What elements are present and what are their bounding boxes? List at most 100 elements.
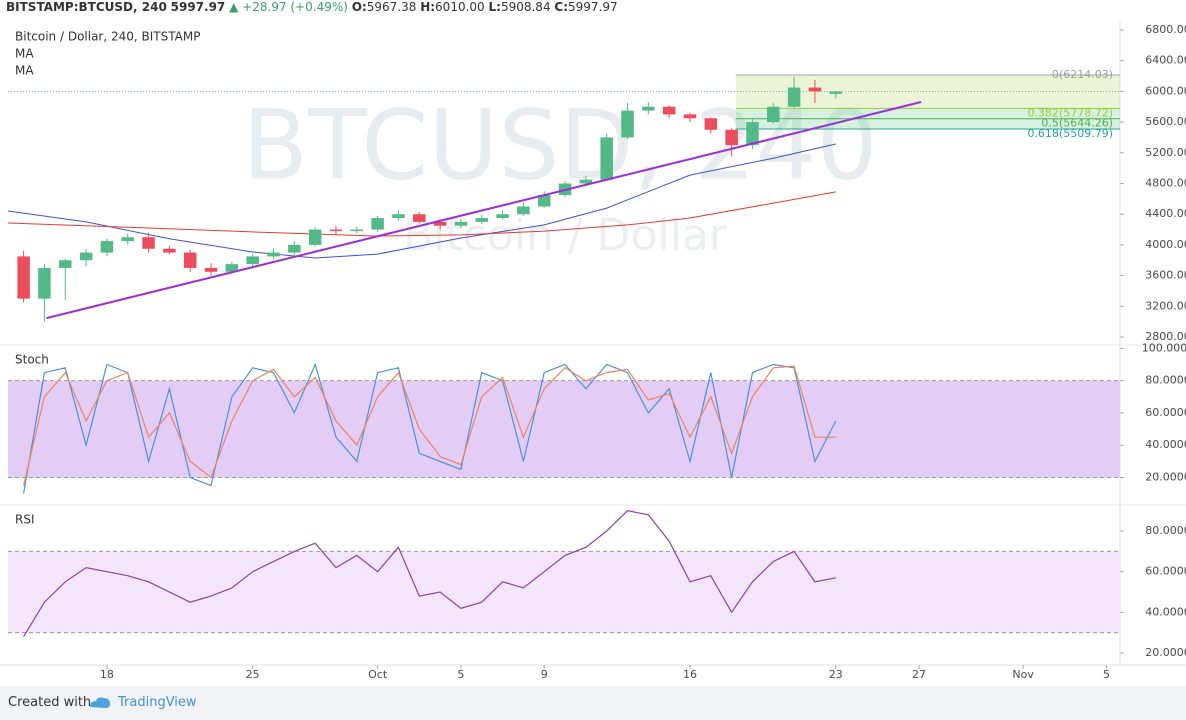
fib-label: 0.5(5644.26) xyxy=(1041,117,1113,130)
candle-body xyxy=(704,118,718,130)
y-tick-label: 60.0000 xyxy=(1145,565,1186,578)
y-tick-label: 80.0000 xyxy=(1145,374,1186,387)
candle-body xyxy=(642,106,655,111)
candle-body xyxy=(142,237,155,249)
y-tick-label: 100.0000 xyxy=(1142,341,1186,354)
moving-average xyxy=(7,191,836,237)
candle-body xyxy=(517,206,530,215)
moving-average xyxy=(7,143,836,259)
y-tick-label: 5200.00 xyxy=(1145,146,1186,159)
candle-body xyxy=(79,252,93,261)
band xyxy=(8,551,1120,633)
candle-body xyxy=(600,137,613,180)
change-text: +28.97 (+0.49%) xyxy=(242,0,348,14)
candle-body xyxy=(725,129,738,146)
y-tick-label: 20.0000 xyxy=(1145,646,1186,659)
x-tick-label: 18 xyxy=(100,668,114,681)
candle-body xyxy=(17,256,30,299)
x-tick-label: 5 xyxy=(457,668,464,681)
candle-body xyxy=(392,214,405,219)
candle-body xyxy=(496,214,509,219)
created-with: Created with xyxy=(8,695,92,710)
x-tick-label: 27 xyxy=(912,668,926,681)
chart: BTCUSD, 240 Bitcoin / Dollar 2800.003200… xyxy=(0,20,1186,681)
x-tick-label: 25 xyxy=(246,668,260,681)
fib-label: 0.618(5509.79) xyxy=(1027,127,1113,140)
y-tick-label: 6800.00 xyxy=(1145,23,1186,36)
y-tick-label: 40.0000 xyxy=(1145,605,1186,618)
l-label: L: xyxy=(488,0,501,14)
l-value: 5908.84 xyxy=(500,0,551,14)
c-value: 5997.97 xyxy=(568,0,618,14)
legend-entry: MA xyxy=(15,47,34,61)
x-tick-label: 23 xyxy=(829,668,843,681)
y-tick-label: 4000.00 xyxy=(1145,238,1186,251)
candle-body xyxy=(537,195,551,207)
indicator-line xyxy=(23,365,836,486)
y-tick-label: 6000.00 xyxy=(1145,84,1186,97)
candle-body xyxy=(38,267,51,299)
candle-body xyxy=(350,229,364,232)
last-price: 5997.97 xyxy=(170,0,226,14)
change: ▲ +28.97 (+0.49%) xyxy=(229,0,348,14)
y-tick-label: 6400.00 xyxy=(1145,54,1186,67)
candle-body xyxy=(433,221,447,226)
brand[interactable]: TradingView xyxy=(118,695,197,710)
indicator-line xyxy=(23,510,836,638)
candle-body xyxy=(288,244,301,253)
symbol: BITSTAMP:BTCUSD, 240 xyxy=(6,0,167,14)
candle-body xyxy=(59,260,72,268)
candle-body xyxy=(746,122,759,146)
y-tick-label: 60.0000 xyxy=(1145,406,1186,419)
trendline xyxy=(46,101,922,320)
h-label: H: xyxy=(420,0,436,14)
x-tick-label: 5 xyxy=(1103,668,1110,681)
candle-body xyxy=(329,229,343,232)
o-value: 5967.38 xyxy=(366,0,417,14)
y-tick-label: 5600.00 xyxy=(1145,115,1186,128)
h-value: 6010.00 xyxy=(435,0,485,14)
logo xyxy=(90,697,110,708)
fib-label: 0.382(5778.72) xyxy=(1027,106,1113,119)
x-tick-label: Oct xyxy=(368,668,388,681)
candle-body xyxy=(225,264,239,272)
candle-body xyxy=(662,106,676,115)
candle-body xyxy=(683,114,697,119)
band xyxy=(8,380,1120,478)
watermark-sub: Bitcoin / Dollar xyxy=(403,210,728,261)
candle-body xyxy=(308,229,322,245)
candle-body xyxy=(621,110,634,138)
header: BITSTAMP:BTCUSD, 240 5997.97 ▲ +28.97 (+… xyxy=(6,0,618,14)
candle-body xyxy=(767,106,780,123)
x-tick-label: 16 xyxy=(683,668,697,681)
y-tick-label: 20.0000 xyxy=(1145,471,1186,484)
candle-body xyxy=(371,218,384,230)
candle-body xyxy=(787,87,801,107)
legend-entry: MA xyxy=(15,64,34,78)
candle-body xyxy=(475,218,488,222)
y-tick-label: 3600.00 xyxy=(1145,269,1186,282)
candle-body xyxy=(163,248,176,253)
pane-title: RSI xyxy=(15,513,35,527)
pane-title: Stoch xyxy=(15,353,49,367)
candle-body xyxy=(579,179,593,184)
x-tick-label: 9 xyxy=(541,668,548,681)
y-tick-label: 2800.00 xyxy=(1145,330,1186,343)
candle-body xyxy=(454,221,468,226)
candle-body xyxy=(246,256,259,265)
candle-body xyxy=(413,214,426,222)
x-tick-label: Nov xyxy=(1012,668,1034,681)
y-tick-label: 3200.00 xyxy=(1145,299,1186,312)
pane-title: Bitcoin / Dollar, 240, BITSTAMP xyxy=(15,30,200,44)
c-label: C: xyxy=(554,0,569,14)
y-tick-label: 4400.00 xyxy=(1145,207,1186,220)
candle-body xyxy=(183,252,197,268)
y-tick-label: 80.0000 xyxy=(1145,524,1186,537)
candle-body xyxy=(204,267,218,272)
fib-label: 0(6214.03) xyxy=(1052,68,1113,81)
candle-body xyxy=(829,91,842,94)
footer: Created with TradingView xyxy=(0,686,1186,720)
y-tick-label: 40.0000 xyxy=(1145,438,1186,451)
o-label: O: xyxy=(351,0,367,14)
